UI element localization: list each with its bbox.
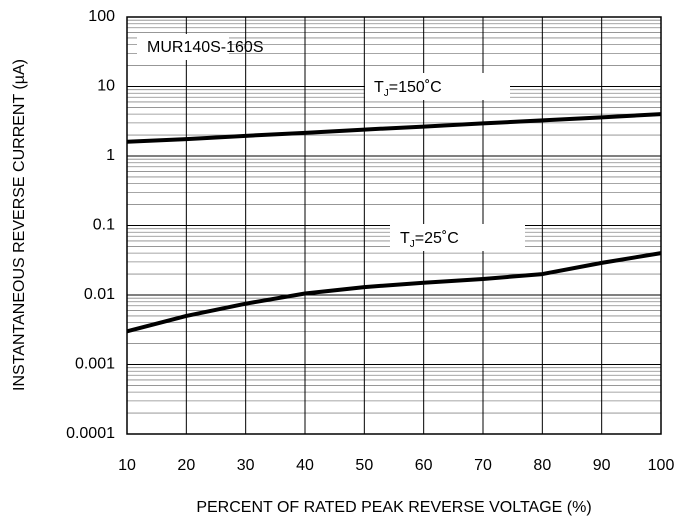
x-tick-label: 60	[415, 457, 433, 474]
x-tick-label: 30	[237, 457, 255, 474]
annotation: TJ=25˚C	[400, 230, 459, 249]
x-tick-label: 80	[533, 457, 551, 474]
series-line	[126, 112, 662, 144]
y-tick-label: 0.001	[75, 356, 115, 373]
y-tick-label: 1	[106, 147, 115, 164]
x-tick-label: 40	[296, 457, 314, 474]
x-tick-label: 90	[593, 457, 611, 474]
x-tick-label: 100	[648, 457, 675, 474]
annotation-rest: =25˚C	[415, 230, 459, 247]
y-tick-label: 0.01	[84, 286, 115, 303]
plot-frame	[126, 16, 662, 435]
x-tick-label: 70	[474, 457, 492, 474]
y-axis-title: INSTANTANEOUS REVERSE CURRENT (µA)	[11, 59, 28, 391]
annotation-box	[390, 224, 525, 251]
annotation-box	[137, 34, 229, 60]
annotation-text: MUR140S-160S	[147, 39, 264, 56]
annotation-text: T	[374, 79, 384, 96]
y-tick-label: 0.1	[93, 217, 115, 234]
annotation-rest: =150˚C	[389, 79, 442, 96]
annotation-box	[365, 73, 510, 100]
y-tick-label: 0.0001	[66, 425, 115, 442]
y-tick-label: 10	[97, 78, 115, 95]
x-tick-label: 20	[177, 457, 195, 474]
y-tick-label: 100	[88, 8, 115, 25]
series-line	[126, 251, 662, 334]
x-tick-label: 10	[118, 457, 136, 474]
annotation-text: T	[400, 230, 410, 247]
annotation: TJ=150˚C	[374, 79, 442, 98]
x-axis-title: PERCENT OF RATED PEAK REVERSE VOLTAGE (%…	[196, 499, 591, 516]
x-tick-label: 50	[355, 457, 373, 474]
annotation: MUR140S-160S	[147, 39, 264, 56]
annotation-subscript: J	[384, 88, 389, 99]
annotation-subscript: J	[410, 239, 415, 250]
